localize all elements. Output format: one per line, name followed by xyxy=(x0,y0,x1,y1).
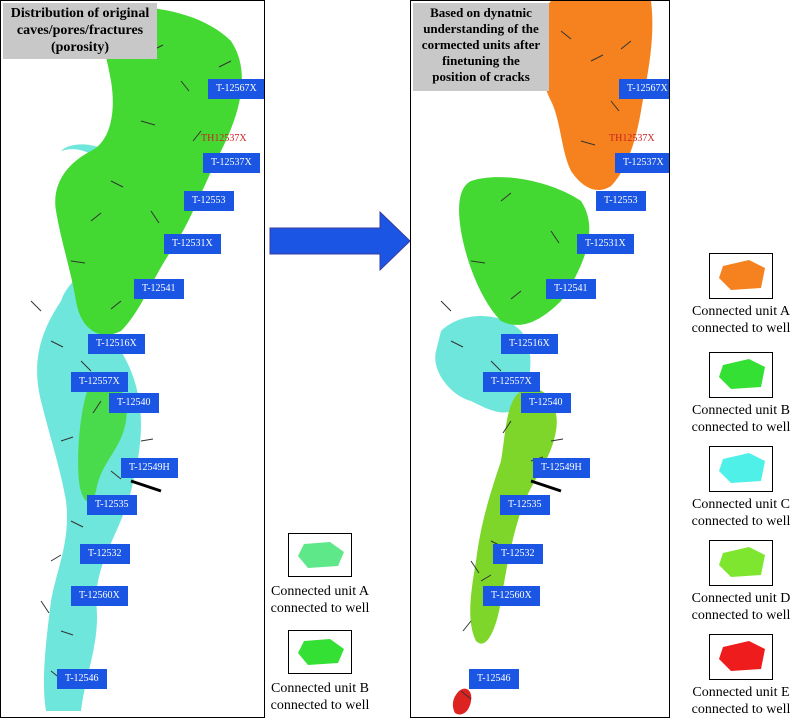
right-title-line-5: position of cracks xyxy=(432,69,530,84)
left-well-label[interactable]: T-12531X xyxy=(164,234,221,254)
legend-right-unit-b: Connected unit B connected to well xyxy=(672,352,810,436)
right-well-label[interactable]: T-12516X xyxy=(501,334,558,354)
legend-label-line: connected to well xyxy=(691,514,791,529)
legend-label-line: Connected unit A xyxy=(692,304,790,319)
left-reservoir-map xyxy=(30,7,242,711)
right-well-label[interactable]: T-12560X xyxy=(483,586,540,606)
left-well-trajectory xyxy=(130,479,162,493)
legend-label-line: Connected unit D xyxy=(691,591,791,606)
legend-label-line: Connected unit C xyxy=(692,497,790,512)
right-well-label[interactable]: T-12532 xyxy=(493,544,543,564)
right-well-label[interactable]: T-12541 xyxy=(546,279,596,299)
left-well-label[interactable]: T-12546 xyxy=(57,669,107,689)
legend-right-unit-d: Connected unit D connected to well xyxy=(672,540,810,624)
right-arrow-icon xyxy=(269,210,411,272)
right-well-label[interactable]: T-12531X xyxy=(577,234,634,254)
right-panel-title: Based on dynatnic understanding of the c… xyxy=(413,3,549,91)
legend-swatch-box xyxy=(709,253,773,299)
left-well-name-red: TH12537X xyxy=(201,133,247,144)
left-well-label[interactable]: T-12537X xyxy=(203,153,260,173)
legend-middle-unit-b: Connected unit B connected to well xyxy=(255,630,385,714)
right-well-label[interactable]: T-12567X xyxy=(619,79,669,99)
legend-swatch-icon xyxy=(718,260,765,290)
left-well-label[interactable]: T-12541 xyxy=(134,279,184,299)
right-title-line-1: Based on dynatnic xyxy=(430,5,532,20)
left-well-label[interactable]: T-12549H xyxy=(121,458,178,478)
right-reservoir-map xyxy=(435,1,653,715)
right-well-label[interactable]: T-12537X xyxy=(615,153,669,173)
left-well-label[interactable]: T-12540 xyxy=(109,393,159,413)
legend-swatch-box xyxy=(709,634,773,680)
left-panel: Distribution of original caves/pores/fra… xyxy=(0,0,265,718)
legend-middle-unit-a: Connected unit A connected to well xyxy=(255,533,385,617)
left-title-line-2: caves/pores/fractures xyxy=(16,23,144,38)
left-title-line-1: Distribution of original xyxy=(10,6,150,21)
legend-swatch-box xyxy=(288,533,352,577)
legend-label-line: connected to well xyxy=(270,601,370,616)
left-well-label[interactable]: T-12535 xyxy=(87,495,137,515)
right-well-name-red: TH12537X xyxy=(609,133,655,144)
right-well-label[interactable]: T-12540 xyxy=(521,393,571,413)
left-green-region xyxy=(55,7,242,335)
right-title-line-3: cormected units after xyxy=(421,37,541,52)
legend-swatch-box xyxy=(288,630,352,674)
right-well-label[interactable]: T-12553 xyxy=(596,191,646,211)
legend-swatch-box xyxy=(709,446,773,492)
left-well-label[interactable]: T-12516X xyxy=(88,334,145,354)
left-well-label[interactable]: T-12560X xyxy=(71,586,128,606)
legend-right-unit-c: Connected unit C connected to well xyxy=(672,446,810,530)
legend-swatch-box xyxy=(709,352,773,398)
legend-label-line: connected to well xyxy=(691,321,791,336)
legend-label-line: Connected unit A xyxy=(271,584,369,599)
right-well-label[interactable]: T-12546 xyxy=(469,669,519,689)
right-green-region xyxy=(459,177,590,325)
right-well-label[interactable]: T-12557X xyxy=(483,372,540,392)
legend-swatch-icon xyxy=(718,359,765,389)
left-title-line-3: (porosity) xyxy=(50,40,110,55)
legend-label-line: Connected unit E xyxy=(692,685,790,700)
legend-swatch-icon xyxy=(718,547,765,577)
right-lime-region xyxy=(470,388,557,644)
right-well-trajectory xyxy=(530,479,562,493)
legend-label-line: connected to well xyxy=(691,608,791,623)
legend-swatch-icon xyxy=(297,542,344,568)
right-well-label[interactable]: T-12535 xyxy=(500,495,550,515)
legend-swatch-icon xyxy=(718,641,765,671)
right-well-label[interactable]: T-12549H xyxy=(533,458,590,478)
legend-right-unit-e: Connected unit E connected to well xyxy=(672,634,810,718)
legend-label-line: connected to well xyxy=(691,420,791,435)
right-orange-region xyxy=(539,1,653,191)
right-panel: Based on dynatnic understanding of the c… xyxy=(410,0,670,718)
legend-right-unit-a: Connected unit A connected to well xyxy=(672,253,810,337)
legend-label-line: Connected unit B xyxy=(271,681,369,696)
left-well-label[interactable]: T-12557X xyxy=(71,372,128,392)
legend-swatch-box xyxy=(709,540,773,586)
legend-swatch-icon xyxy=(297,639,344,665)
right-title-line-4: finetuning the xyxy=(442,53,520,68)
legend-label-line: Connected unit B xyxy=(692,403,790,418)
left-well-label[interactable]: T-12553 xyxy=(184,191,234,211)
left-well-label[interactable]: T-12567X xyxy=(208,79,264,99)
left-panel-title: Distribution of original caves/pores/fra… xyxy=(3,3,157,59)
legend-swatch-icon xyxy=(718,453,765,483)
right-title-line-2: understanding of the xyxy=(423,21,539,36)
legend-label-line: connected to well xyxy=(691,702,791,717)
legend-label-line: connected to well xyxy=(270,698,370,713)
left-well-label[interactable]: T-12532 xyxy=(80,544,130,564)
